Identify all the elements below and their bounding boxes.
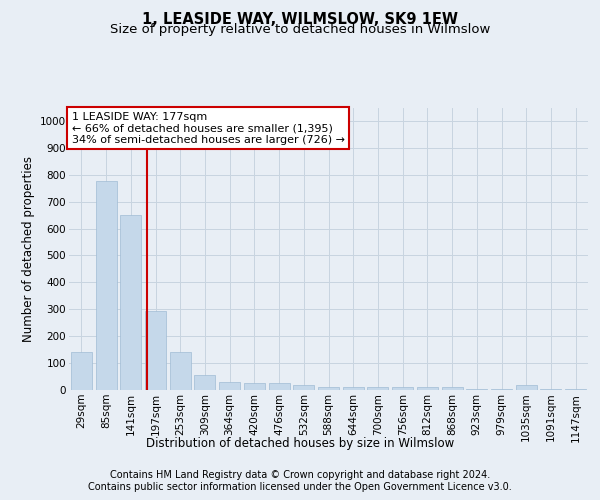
Bar (145, 310, 166, 390)
Text: Contains public sector information licensed under the Open Government Licence v3: Contains public sector information licen… (88, 482, 512, 492)
Bar (293, 385, 314, 390)
Bar (417, 388, 438, 390)
Bar (120, 215, 141, 390)
Bar (318, 388, 339, 390)
Bar (269, 384, 290, 390)
Text: 1, LEASIDE WAY, WILMSLOW, SK9 1EW: 1, LEASIDE WAY, WILMSLOW, SK9 1EW (142, 12, 458, 28)
Text: 1 LEASIDE WAY: 177sqm
← 66% of detached houses are smaller (1,395)
34% of semi-d: 1 LEASIDE WAY: 177sqm ← 66% of detached … (71, 112, 344, 145)
Bar (516, 385, 537, 390)
Bar (442, 388, 463, 390)
Text: Distribution of detached houses by size in Wilmslow: Distribution of detached houses by size … (146, 438, 454, 450)
Bar (71, 352, 92, 390)
Y-axis label: Number of detached properties: Number of detached properties (22, 156, 35, 342)
Text: Contains HM Land Registry data © Crown copyright and database right 2024.: Contains HM Land Registry data © Crown c… (110, 470, 490, 480)
Bar (244, 384, 265, 390)
Bar (194, 375, 215, 390)
Bar (343, 388, 364, 390)
Bar (367, 388, 388, 390)
Bar (170, 352, 191, 390)
Bar (219, 382, 240, 390)
Bar (95, 182, 116, 390)
Bar (392, 388, 413, 390)
Text: Size of property relative to detached houses in Wilmslow: Size of property relative to detached ho… (110, 22, 490, 36)
